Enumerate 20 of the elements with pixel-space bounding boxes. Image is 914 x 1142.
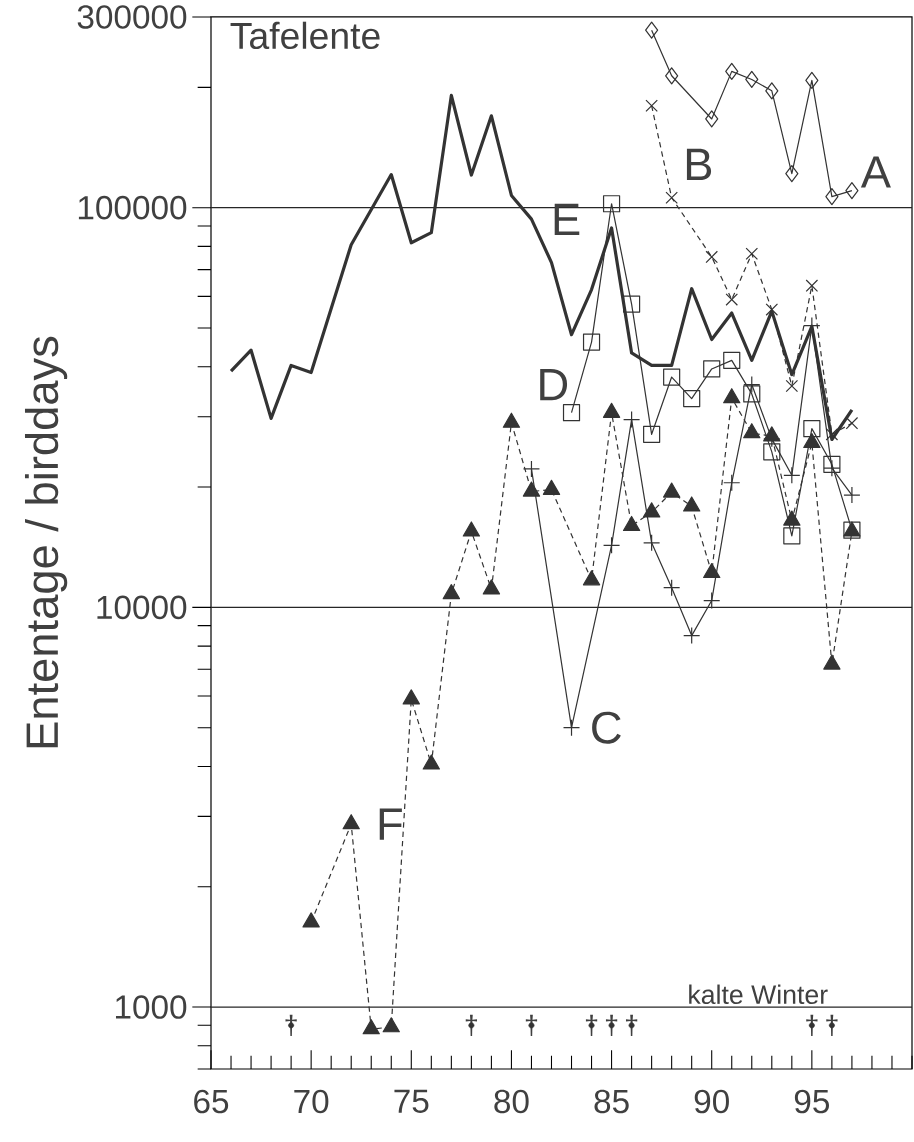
chart-title: Tafelente — [230, 21, 380, 50]
series-label: C — [592, 711, 621, 744]
y-tick-label: 10000 — [97, 595, 187, 620]
x-tick-label: 65 — [194, 1089, 229, 1114]
x-tick-label: 75 — [394, 1089, 429, 1113]
series-label: E — [554, 203, 580, 236]
x-tick-label: 90 — [694, 1089, 729, 1114]
series-label: A — [860, 156, 891, 188]
y-tick-label: 1000 — [115, 995, 187, 1019]
series-label: B — [686, 148, 712, 180]
x-tick-label: 70 — [294, 1089, 329, 1114]
series-label: F — [379, 808, 402, 840]
y-tick-label: 100000 — [78, 195, 187, 220]
annotation: kalte Winter — [689, 984, 828, 1005]
series-label: D — [540, 369, 568, 401]
x-tick-label: 85 — [594, 1089, 629, 1114]
y-axis-title: Ententage / birddays — [24, 336, 68, 748]
x-tick-label: 95 — [794, 1089, 829, 1114]
y-tick-label: 300000 — [77, 5, 187, 29]
x-tick-label: 80 — [494, 1089, 529, 1114]
